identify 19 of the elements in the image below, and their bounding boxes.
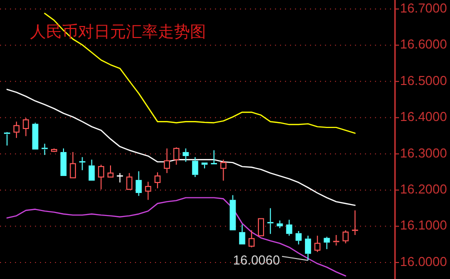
annotation: 16.0060	[233, 252, 280, 268]
y-tick-label: 16.0000	[400, 254, 447, 269]
candlestick	[324, 236, 330, 250]
y-tick-label: 16.5000	[400, 72, 447, 88]
line-series	[44, 12, 356, 134]
candlestick	[351, 210, 359, 236]
candlestick	[304, 235, 312, 261]
line-series	[6, 88, 356, 206]
y-tick-label: 16.4000	[400, 109, 447, 124]
candlestick	[182, 148, 189, 162]
candlestick	[266, 208, 274, 234]
line-series	[6, 197, 346, 277]
y-tick-label: 16.7000	[400, 0, 447, 16]
y-tick-label: 16.2000	[400, 182, 447, 197]
y-tick-label: 16.6000	[400, 36, 447, 52]
candlestick	[248, 230, 255, 248]
y-tick-label: 16.3000	[400, 145, 447, 160]
y-tick-label: 16.1000	[400, 218, 447, 233]
candlestick	[136, 170, 142, 196]
